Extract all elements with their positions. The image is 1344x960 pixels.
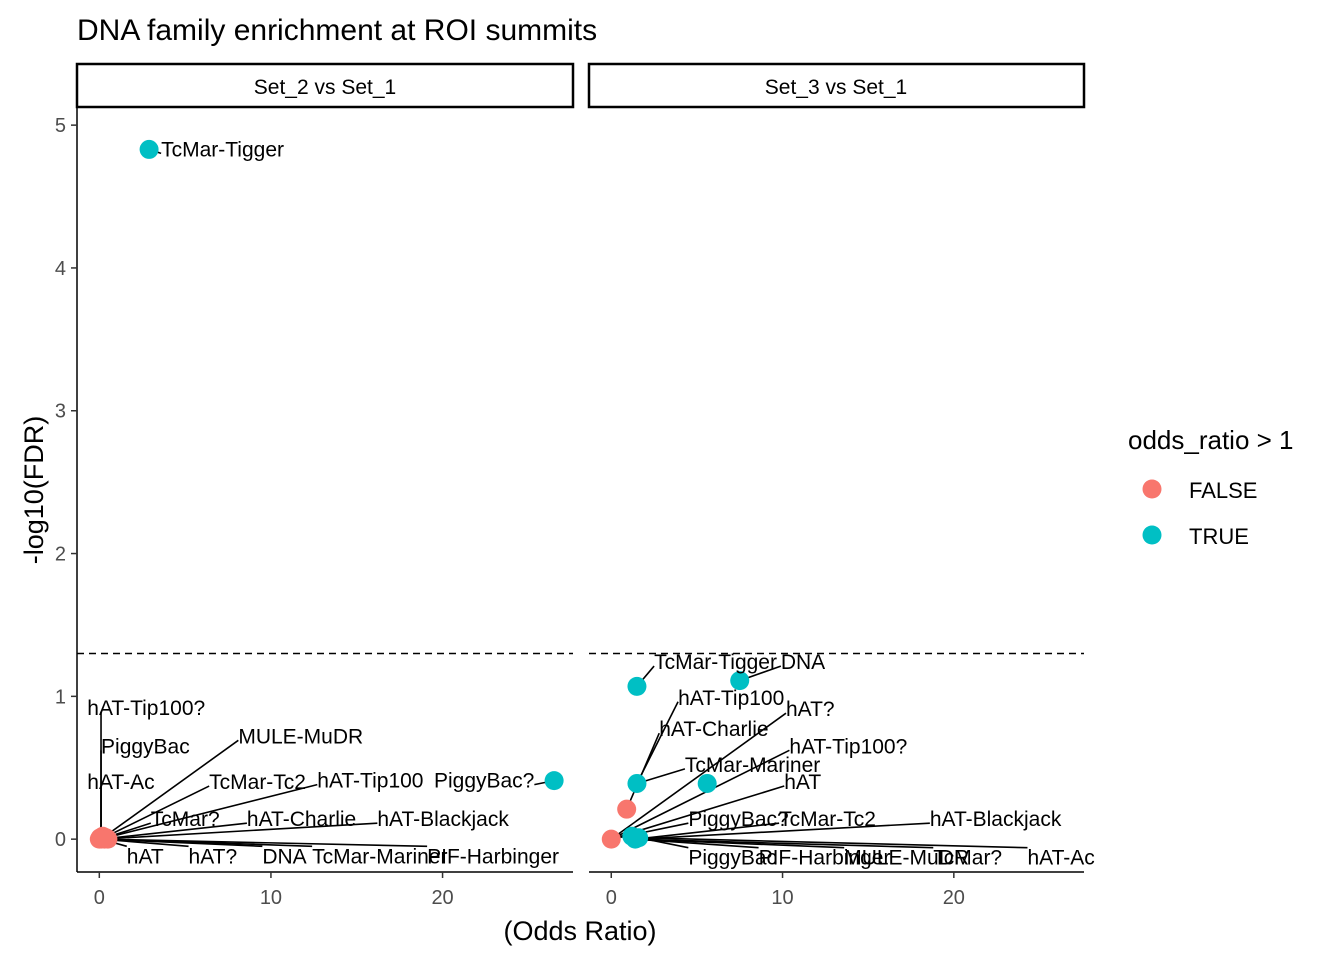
point-label: DNA (262, 845, 306, 868)
point-label: PiggyBac (101, 735, 190, 758)
x-tick-label: 0 (94, 887, 105, 909)
point-label: hAT-Charlie (659, 718, 768, 741)
point-label: TcMar? (933, 847, 1002, 870)
point-label: PiggyBac (688, 847, 777, 870)
point-label: hAT-Tip100 (678, 687, 784, 710)
label-connector (100, 783, 318, 840)
point-label: TcMar? (151, 808, 220, 831)
label-connector (100, 739, 239, 840)
y-tick-label: 1 (55, 686, 66, 708)
point-label: hAT-Charlie (247, 808, 356, 831)
point-label: TcMar-Mariner (312, 845, 447, 868)
label-connector (610, 749, 790, 840)
point-label: MULE-MuDR (238, 725, 363, 748)
x-tick-label: 10 (260, 887, 282, 909)
point-label: PIF-Harbinger (759, 847, 891, 870)
x-tick-label: 20 (431, 887, 453, 909)
point-label: hAT-Blackjack (377, 808, 509, 831)
point-label: PiggyBac? (688, 808, 788, 831)
point-label: TcMar-Tigger (654, 651, 777, 674)
point-label: hAT (784, 771, 821, 794)
y-tick-label: 5 (55, 115, 66, 137)
legend-label-false: FALSE (1189, 478, 1257, 503)
point-label: MULE-MuDR (844, 847, 969, 870)
legend-title: odds_ratio > 1 (1128, 425, 1294, 455)
label-connector (100, 785, 210, 840)
y-tick-label: 0 (55, 829, 66, 851)
label-connector (610, 712, 787, 840)
point-label: TcMar-Tc2 (209, 771, 306, 794)
label-connector (100, 822, 247, 840)
x-tick-label: 0 (606, 887, 617, 909)
point-label: hAT-Tip100 (317, 770, 423, 793)
label-connector (635, 822, 930, 840)
point-label: TcMar-Mariner (685, 754, 820, 777)
legend: odds_ratio > 1 FALSE TRUE (1128, 425, 1294, 549)
label-connector (101, 838, 428, 848)
y-axis: 0 1 2 3 4 5 (55, 108, 78, 872)
data-point (730, 671, 750, 691)
point-label: hAT? (189, 845, 238, 868)
legend-label-true: TRUE (1189, 524, 1249, 549)
data-point (617, 799, 637, 819)
y-tick-label: 4 (55, 258, 66, 280)
label-connector (638, 836, 1028, 849)
point-label: hAT-Tip100? (87, 697, 205, 720)
x-axis-label: (Odds Ratio) (503, 916, 656, 946)
point-label: hAT-Tip100? (789, 735, 907, 758)
y-axis-label: -log10(FDR) (19, 416, 49, 565)
plot-area-set2: 0 10 20 TcMar-Tigger PiggyBac? hAT-Tip100? Pig… (77, 138, 573, 909)
point-label: hAT-Ac (1027, 847, 1094, 870)
facet-strip-label-set3: Set_3 vs Set_1 (765, 76, 907, 99)
point-label: TcMar-Tc2 (779, 808, 876, 831)
label-connector (100, 822, 378, 840)
facet-strip-set3 (587, 62, 1086, 109)
point-label: TcMar-Tigger (161, 138, 284, 161)
data-point (601, 829, 621, 849)
data-point (697, 773, 717, 793)
legend-key-true (1142, 525, 1162, 545)
y-ticks: 0 1 2 3 4 5 (55, 115, 77, 851)
point-label: PiggyBac? (434, 770, 534, 793)
point-label: hAT-Ac (87, 771, 154, 794)
x-tick-label: 10 (771, 887, 793, 909)
y-tick-label: 3 (55, 401, 66, 423)
facet-panel-set2-vs-set1: Set_2 vs Set_1 0 10 20 TcMar-Tigger PiggyBac… (75, 62, 575, 909)
point-label: hAT? (786, 698, 835, 721)
chart-title: DNA family enrichment at ROI summits (77, 14, 597, 47)
point-label: hAT (127, 845, 164, 868)
facet-strip-set2 (75, 62, 575, 109)
legend-key-false (1142, 479, 1162, 499)
data-point (629, 828, 649, 848)
facet-panel-set3-vs-set1: Set_3 vs Set_1 0 10 20 TcMar-Tigger DNA hAT-T… (587, 62, 1095, 909)
facet-strip-label-set2: Set_2 vs Set_1 (254, 76, 396, 99)
plot-area-set3: 0 10 20 TcMar-Tigger DNA hAT-Tip100 hAT? hAT-Ch… (589, 651, 1095, 909)
data-point (544, 771, 564, 791)
data-point (98, 829, 118, 849)
point-label: DNA (781, 651, 825, 674)
label-connector (635, 822, 780, 840)
point-label: hAT-Blackjack (930, 808, 1062, 831)
data-point (627, 676, 647, 696)
data-point (627, 773, 647, 793)
data-point (139, 139, 159, 159)
y-tick-label: 2 (55, 544, 66, 566)
label-connector (635, 838, 934, 849)
x-tick-label: 20 (943, 887, 965, 909)
point-label: PIF-Harbinger (427, 845, 559, 868)
label-connector (625, 732, 660, 810)
